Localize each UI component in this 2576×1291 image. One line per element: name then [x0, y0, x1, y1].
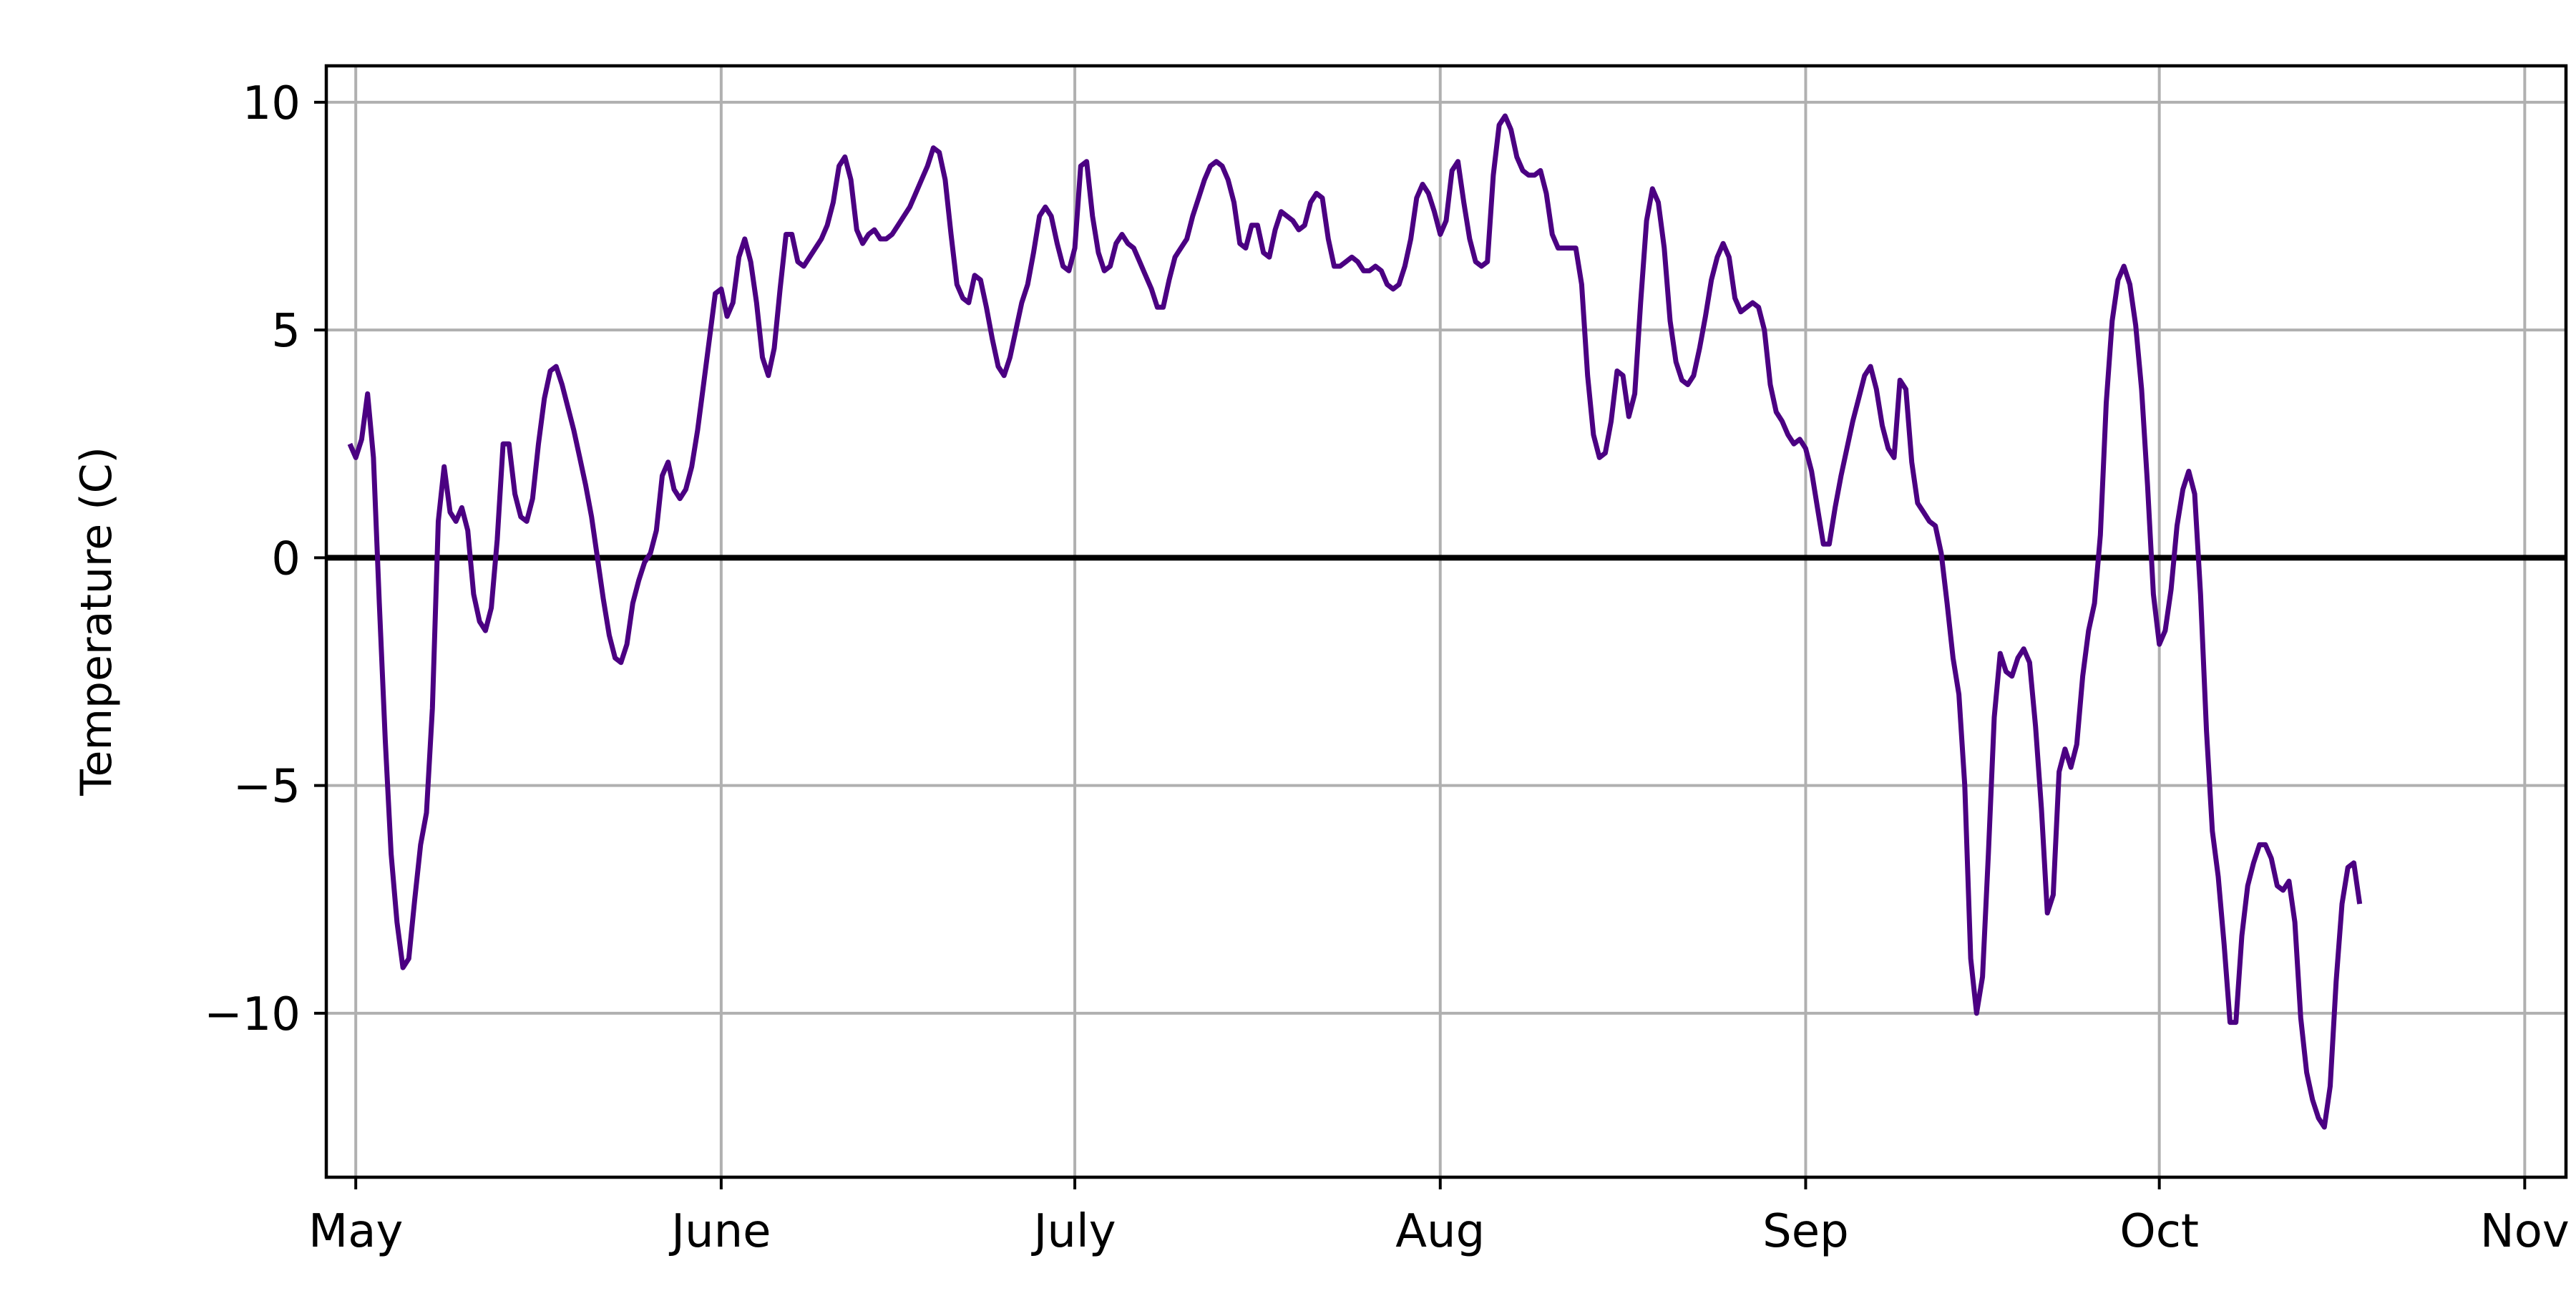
- series-group: [347, 113, 2363, 1130]
- x-tick-label: May: [308, 1205, 403, 1258]
- x-tick-label: June: [668, 1205, 771, 1258]
- x-tick-label: July: [1031, 1205, 1116, 1258]
- x-tick-label: Oct: [2119, 1205, 2199, 1258]
- temperature-series-line: [347, 113, 2363, 1130]
- x-tick-label: Sep: [1762, 1205, 1849, 1258]
- y-tick-label: −10: [204, 988, 301, 1041]
- x-axis-ticks: May June July Aug Sep Oct Nov: [308, 1177, 2570, 1258]
- x-tick-label: Aug: [1395, 1205, 1485, 1258]
- y-axis-label: Temperature (C): [72, 447, 122, 796]
- y-tick-label: 10: [243, 77, 301, 130]
- y-tick-label: 0: [271, 532, 301, 585]
- plot-area-frame: [324, 64, 2568, 1179]
- x-tick-label: Nov: [2480, 1205, 2570, 1258]
- y-axis-ticks: −10 −5 0 5 10: [204, 77, 326, 1041]
- y-tick-label: −5: [233, 761, 301, 814]
- y-tick-label: 5: [271, 305, 301, 358]
